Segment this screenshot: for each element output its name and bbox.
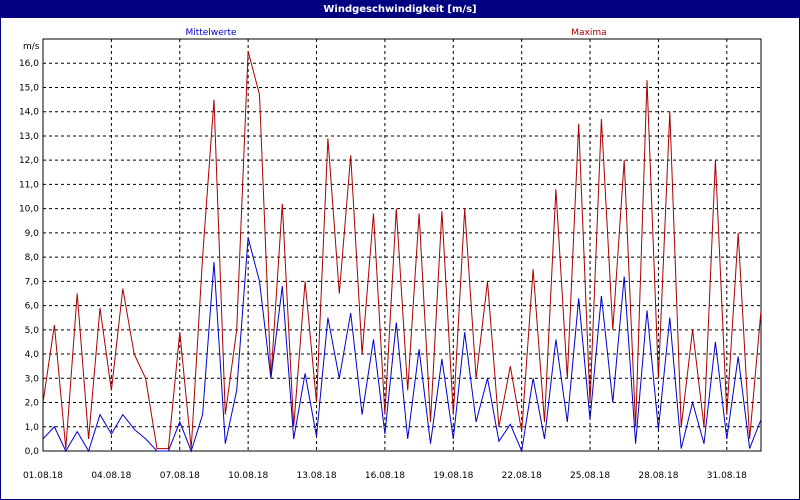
y-tick-label: 5,0 [25, 326, 40, 336]
y-tick-label: 15,0 [19, 83, 39, 93]
x-tick-label: 16.08.18 [365, 471, 405, 481]
x-tick-label: 31.08.18 [707, 471, 747, 481]
y-tick-label: 0,0 [25, 447, 40, 457]
plot-area [42, 38, 762, 452]
x-tick-label: 19.08.18 [433, 471, 473, 481]
x-tick-label: 04.08.18 [91, 471, 131, 481]
y-tick-label: 6,0 [25, 302, 40, 312]
y-tick-label: 9,0 [25, 229, 40, 239]
y-tick-label: 12,0 [19, 156, 39, 166]
x-tick-label: 22.08.18 [502, 471, 542, 481]
x-tick-label: 28.08.18 [638, 471, 678, 481]
y-tick-label: 7,0 [25, 277, 40, 287]
y-axis: 0,0 1,0 2,0 3,0 4,0 5,0 6,0 7,0 8,0 9,0 10,0 11,0 12… [19, 59, 39, 457]
series-line-maxima [42, 50, 762, 450]
x-tick-label: 25.08.18 [570, 471, 610, 481]
x-tick-label: 13.08.18 [296, 471, 336, 481]
x-tick-label: 10.08.18 [228, 471, 268, 481]
window-title: Windgeschwindigkeit [m/s] [1, 1, 799, 18]
y-tick-label: 8,0 [25, 253, 40, 263]
y-tick-label: 13,0 [19, 132, 39, 142]
x-tick-label: 01.08.18 [23, 471, 63, 481]
y-tick-label: 4,0 [25, 350, 40, 360]
series-lines [42, 50, 762, 453]
x-tick-label: 07.08.18 [160, 471, 200, 481]
y-tick-label: 11,0 [19, 180, 39, 190]
legend-mittelwerte: Mittelwerte [185, 28, 236, 38]
y-tick-label: 1,0 [25, 423, 40, 433]
y-axis-label: m/s [23, 42, 40, 52]
y-tick-label: 16,0 [19, 59, 39, 69]
y-tick-label: 2,0 [25, 399, 40, 409]
x-axis: 01.08.18 04.08.18 07.08.18 10.08.18 13.08.18… [23, 471, 747, 481]
series-line-mittelwerte [42, 237, 762, 453]
y-tick-label: 14,0 [19, 108, 39, 118]
legend-maxima: Maxima [571, 28, 606, 38]
y-tick-label: 10,0 [19, 205, 39, 215]
y-tick-label: 3,0 [25, 374, 40, 384]
